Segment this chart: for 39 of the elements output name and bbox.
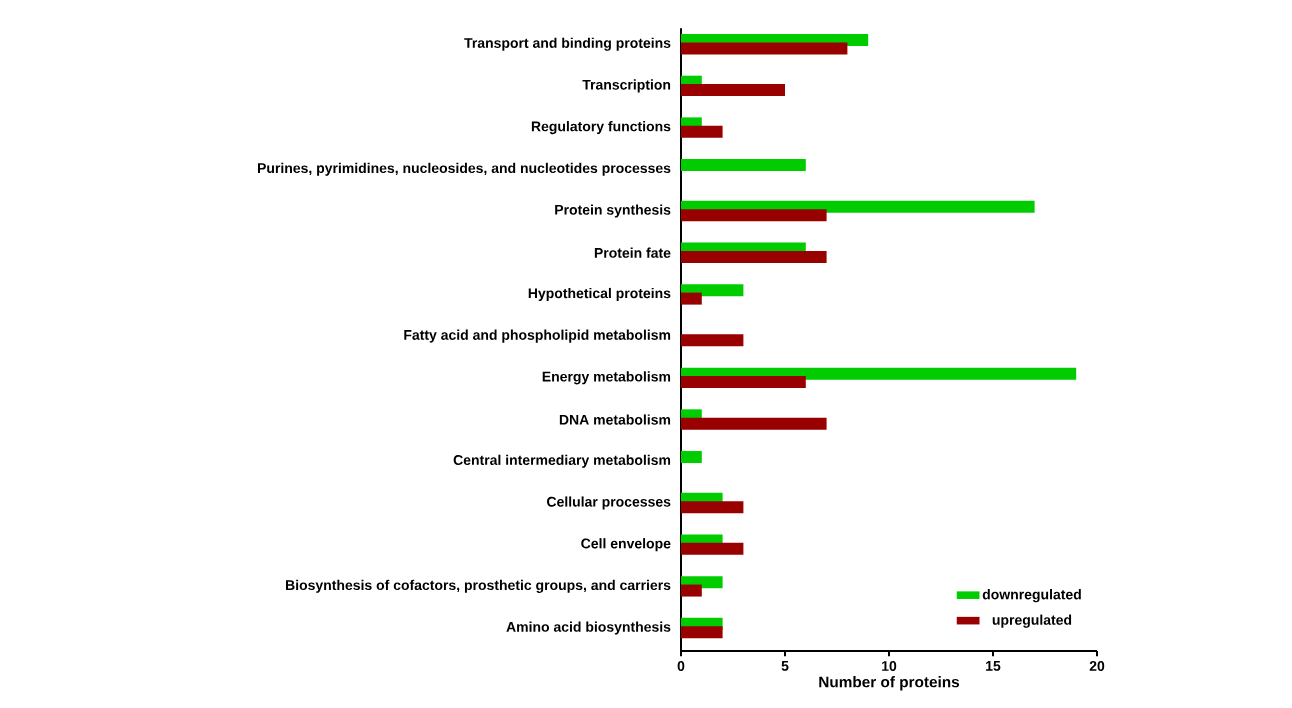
y-tick-label: Protein synthesis — [555, 204, 671, 218]
y-tick-label: Cell envelope — [581, 538, 671, 552]
legend-label: downregulated — [982, 589, 1081, 603]
y-tick-label: DNA metabolism — [559, 414, 671, 425]
y-tick-label: Purines, pyrimidines, nucleosides, and nucleotides processes — [257, 162, 671, 176]
bar — [681, 626, 723, 639]
y-tick-label: Central intermediary metabolism — [453, 454, 671, 468]
bar — [681, 334, 744, 347]
y-tick-label: Amino acid biosynthesis — [506, 621, 671, 635]
bar — [681, 159, 806, 172]
y-tick-label: Transport and binding proteins — [464, 37, 671, 51]
y-tick-label: Regulatory functions — [531, 121, 671, 135]
y-tick-label: Cellular processes — [547, 496, 671, 510]
y-tick-label: Biosynthesis of cofactors, prosthetic groups, and carriers — [286, 579, 671, 593]
bar — [681, 376, 806, 389]
bar — [681, 501, 744, 514]
bar — [681, 209, 827, 222]
bar — [681, 584, 702, 597]
bar — [681, 250, 827, 263]
x-tick-label: 15 — [986, 661, 1001, 671]
y-tick-label: Hypothetical proteins — [528, 287, 671, 301]
x-tick-label: 5 — [781, 661, 789, 671]
bar — [681, 42, 848, 55]
bar — [681, 451, 702, 464]
y-tick-label: Protein fate — [594, 247, 671, 258]
x-tick-label: 10 — [882, 661, 897, 671]
bar — [681, 542, 744, 555]
x-tick-label: 0 — [677, 661, 685, 671]
bar — [681, 125, 723, 138]
y-tick-label: Energy metabolism — [542, 371, 671, 385]
x-tick-label: 20 — [1089, 661, 1105, 671]
bar — [681, 84, 785, 97]
bar — [681, 284, 744, 297]
bar — [681, 292, 702, 305]
x-axis-title: Number of proteins — [819, 676, 960, 691]
bar — [681, 417, 827, 430]
legend-label: upregulated — [992, 614, 1072, 628]
y-tick-label: Transcription — [582, 79, 671, 93]
y-tick-label: Fatty acid and phospholipid metabolism — [404, 329, 671, 343]
